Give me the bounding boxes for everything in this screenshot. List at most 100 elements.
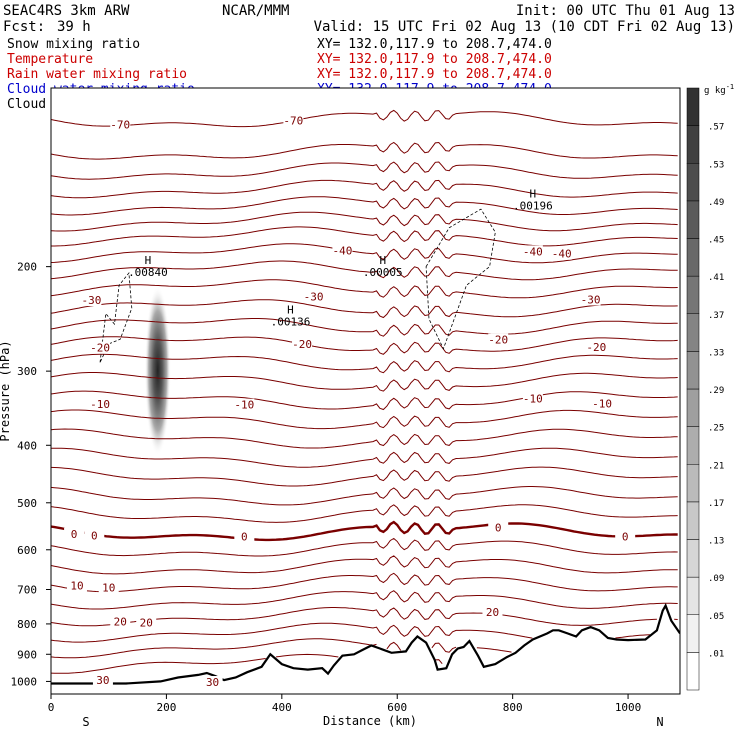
isotherm-line <box>51 409 678 430</box>
isotherm-label-bg <box>136 616 157 629</box>
isotherm-label: -20 <box>90 342 110 355</box>
temperature-label-layer: -70 -70 -40 -40 -40 -30 -30 -30 -20 -20 -20 -20 -10 -… <box>64 114 636 689</box>
isotherm-label: -20 <box>586 341 606 354</box>
isotherm-label-bg <box>202 676 223 689</box>
cloud-ice-contour <box>425 208 496 350</box>
y-tick-label: 1000 <box>11 675 38 688</box>
isotherm-label-bg <box>522 245 543 258</box>
y-tick-label: 900 <box>17 648 37 661</box>
colorbar-cell <box>686 539 700 578</box>
x-axis-title: Distance (km) <box>323 714 417 728</box>
isotherm-label: -30 <box>581 293 601 306</box>
isotherm-line <box>51 428 678 449</box>
maximum-marker: H <box>287 304 294 317</box>
colorbar-cell <box>686 163 700 202</box>
isotherm-label: 20 <box>486 606 499 619</box>
isotherm-label: -20 <box>488 334 508 347</box>
colorbar-label: .13 <box>708 537 724 547</box>
isotherm-label-bg <box>234 398 255 411</box>
colorbar-cell <box>686 275 700 314</box>
isotherm-line <box>51 638 512 659</box>
colorbar-label: .09 <box>708 574 724 584</box>
organization-label: NCAR/MMM <box>222 3 289 19</box>
isotherm-line <box>51 299 678 319</box>
x-tick-label: 400 <box>272 701 292 714</box>
colorbar-cell <box>686 200 700 239</box>
isotherm-label-bg <box>283 114 304 127</box>
isotherm-label: -30 <box>81 294 101 307</box>
colorbar-cell <box>686 125 700 164</box>
y-tick-label: 400 <box>17 439 37 452</box>
isotherm-line <box>51 555 678 575</box>
isotherm-line <box>51 161 678 180</box>
isotherm-label: 10 <box>70 580 83 593</box>
isotherm-label: 30 <box>206 676 219 689</box>
isotherm-line <box>51 447 678 468</box>
colorbar-label: .37 <box>708 311 724 321</box>
isotherm-label: -40 <box>332 245 352 258</box>
colorbar-label: .41 <box>708 273 724 283</box>
maximum-marker: H <box>379 254 386 267</box>
isotherm-label: 10 <box>102 582 115 595</box>
isotherm-label: -10 <box>592 398 612 411</box>
isotherm-label-bg <box>234 530 255 543</box>
isotherm-label: 0 <box>71 528 78 541</box>
isotherm-label-bg <box>551 247 572 260</box>
isotherm-label-bg <box>488 521 509 534</box>
terrain-surface <box>51 603 680 685</box>
isotherm-label: -40 <box>552 248 572 261</box>
isotherm-label-bg <box>92 674 113 687</box>
model-title: SEAC4RS 3km ARW <box>3 3 130 19</box>
forecast-hour: 39 h <box>57 19 91 35</box>
terrain-fill <box>51 605 680 694</box>
isotherm-label: -70 <box>110 118 130 131</box>
isotherm-label-bg <box>332 244 353 257</box>
isotherm-line <box>51 141 678 160</box>
colorbar-label: .53 <box>708 160 724 170</box>
isotherm-label: -20 <box>292 338 312 351</box>
isotherm-line <box>51 196 678 216</box>
maximum-marker: H <box>145 254 152 267</box>
colorbar-label: .57 <box>708 123 724 133</box>
isotherm-line <box>51 109 678 128</box>
isotherm-label-bg <box>580 293 601 306</box>
x-tick-label: 800 <box>503 701 523 714</box>
isotherm-label-bg <box>303 290 324 303</box>
isotherm-label-bg <box>586 340 607 353</box>
isotherm-label-bg <box>64 527 85 540</box>
isotherm-label: -30 <box>304 290 324 303</box>
plot-frame <box>50 87 681 695</box>
colorbar-label: .01 <box>708 649 724 659</box>
maximum-value: .00840 <box>128 266 168 279</box>
isotherm-line <box>51 318 678 337</box>
isotherm-label: 0 <box>495 522 502 535</box>
isotherm-label-bg <box>592 397 613 410</box>
isotherm-label-bg <box>81 294 102 307</box>
x-tick-label: 600 <box>387 701 407 714</box>
isotherm-label-bg <box>84 529 105 542</box>
isotherm-line <box>51 179 678 199</box>
y-tick-label: 500 <box>17 497 37 510</box>
colorbar-cell <box>686 238 700 277</box>
isotherm-line <box>51 572 678 593</box>
cloud-contour-layer <box>99 208 496 363</box>
isotherm-label-bg <box>66 579 87 592</box>
cloud-ice-contour <box>99 271 133 363</box>
colorbar-label: .29 <box>708 386 724 396</box>
isotherm-label-bg <box>522 392 543 405</box>
field-name: Snow mixing ratio <box>7 37 140 52</box>
field-name: Temperature <box>7 52 93 67</box>
isotherm-line <box>51 520 678 542</box>
colorbar-cell <box>686 576 700 615</box>
valid-time: Valid: 15 UTC Fri 02 Aug 13 (10 CDT Fri … <box>314 19 735 35</box>
isotherm-label: -10 <box>90 398 110 411</box>
terrain-layer <box>51 603 680 694</box>
snow-shading-layer <box>144 285 171 456</box>
x-tick-label: 1000 <box>615 701 642 714</box>
isotherm-label: 0 <box>241 530 248 543</box>
isotherm-line <box>51 466 678 487</box>
maximum-value: .00136 <box>271 316 311 329</box>
isotherm-line <box>51 622 651 643</box>
colorbar-cell <box>686 652 700 691</box>
isotherm-line <box>51 279 678 299</box>
